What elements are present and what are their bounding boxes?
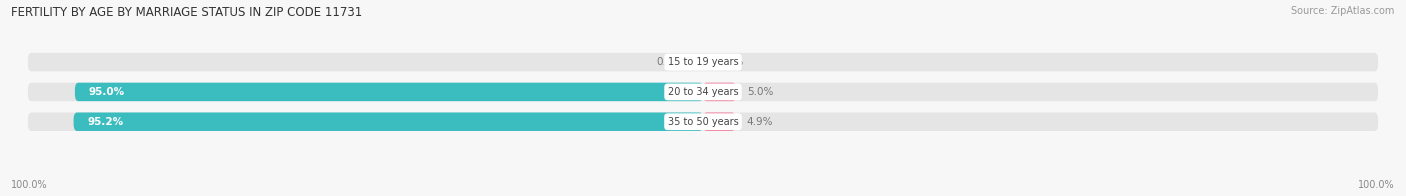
FancyBboxPatch shape (75, 83, 703, 101)
Text: 0.0%: 0.0% (717, 57, 744, 67)
FancyBboxPatch shape (703, 113, 735, 131)
Text: 100.0%: 100.0% (1358, 180, 1395, 190)
Text: 35 to 50 years: 35 to 50 years (668, 117, 738, 127)
FancyBboxPatch shape (73, 113, 703, 131)
Text: 95.2%: 95.2% (87, 117, 124, 127)
FancyBboxPatch shape (28, 53, 1378, 71)
Text: 95.0%: 95.0% (89, 87, 125, 97)
Text: 100.0%: 100.0% (11, 180, 48, 190)
Text: Source: ZipAtlas.com: Source: ZipAtlas.com (1291, 6, 1395, 16)
Text: FERTILITY BY AGE BY MARRIAGE STATUS IN ZIP CODE 11731: FERTILITY BY AGE BY MARRIAGE STATUS IN Z… (11, 6, 363, 19)
Text: 20 to 34 years: 20 to 34 years (668, 87, 738, 97)
FancyBboxPatch shape (703, 83, 737, 101)
Text: 0.0%: 0.0% (657, 57, 682, 67)
Text: 15 to 19 years: 15 to 19 years (668, 57, 738, 67)
Text: 4.9%: 4.9% (747, 117, 773, 127)
Legend: Married, Unmarried: Married, Unmarried (627, 192, 779, 196)
Text: 5.0%: 5.0% (747, 87, 773, 97)
FancyBboxPatch shape (28, 113, 1378, 131)
FancyBboxPatch shape (28, 83, 1378, 101)
